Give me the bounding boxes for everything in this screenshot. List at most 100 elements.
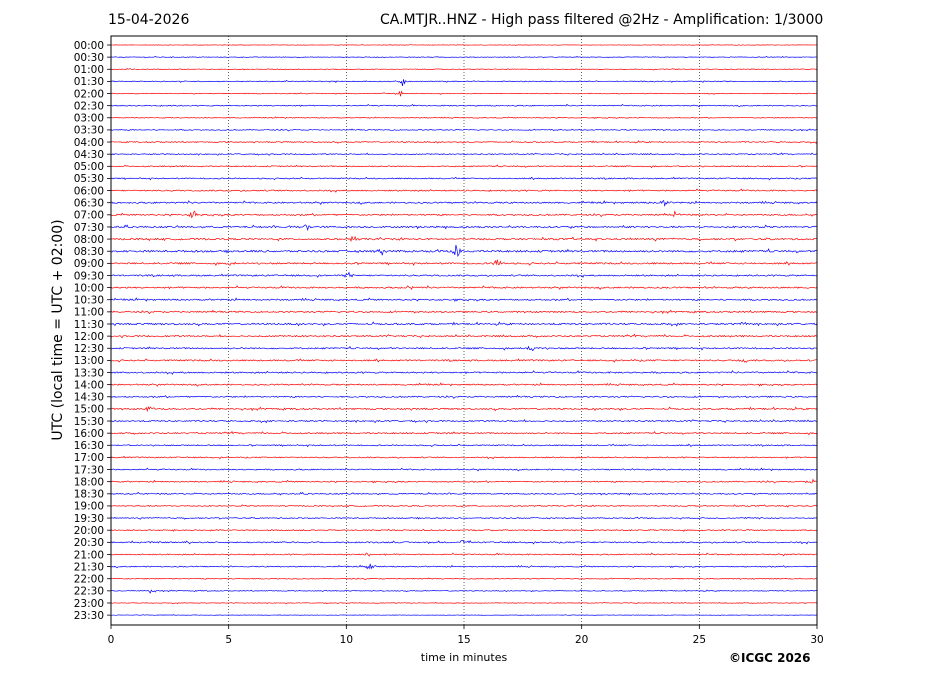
trace-1230 [110, 345, 818, 352]
y-tick-label: 13:00 [74, 355, 104, 367]
y-tick-label: 11:30 [74, 319, 104, 331]
y-tick-label: 18:30 [74, 489, 104, 501]
y-tick-label: 04:00 [74, 137, 104, 149]
trace-0900 [110, 259, 818, 267]
y-tick-label: 19:00 [74, 501, 104, 513]
y-tick-label: 09:30 [74, 270, 104, 282]
x-tick-label: 10 [340, 634, 353, 646]
x-tick-label: 5 [225, 634, 232, 646]
trace-0430 [110, 152, 818, 156]
grid-lines [228, 36, 700, 625]
y-tick-label: 20:30 [74, 537, 104, 549]
trace-1000 [110, 285, 818, 291]
x-tick-label: 0 [108, 634, 115, 646]
trace-1400 [110, 382, 818, 387]
y-tick-label: 19:30 [74, 513, 104, 525]
trace-0530 [110, 176, 818, 181]
trace-1300 [110, 358, 818, 363]
y-tick-label: 04:30 [74, 149, 104, 161]
y-tick-label: 17:30 [74, 464, 104, 476]
trace-1430 [110, 394, 818, 399]
y-tick-label: 06:30 [74, 197, 104, 209]
x-tick-label: 20 [575, 634, 588, 646]
trace-2030 [110, 540, 818, 545]
y-tick-label: 22:00 [74, 574, 104, 586]
x-tick-label: 30 [810, 634, 823, 646]
trace-0830 [110, 244, 818, 258]
y-tick-label: 00:30 [74, 52, 104, 64]
y-tick-label: 15:00 [74, 404, 104, 416]
y-tick-label: 22:30 [74, 586, 104, 598]
trace-0030 [110, 55, 818, 59]
trace-1700 [110, 455, 818, 460]
trace-2230 [110, 589, 818, 594]
trace-2300 [110, 602, 818, 605]
trace-2330 [110, 614, 818, 617]
y-tick-label: 12:00 [74, 331, 104, 343]
trace-1930 [110, 516, 818, 520]
y-tick-label: 07:30 [74, 222, 104, 234]
date-title: 15-04-2026 [108, 12, 190, 28]
y-tick-label: 05:00 [74, 161, 104, 173]
x-ticks: 0 5 10 15 20 25 30 [108, 625, 824, 646]
trace-0930 [110, 271, 818, 278]
trace-1530 [110, 419, 818, 424]
y-tick-label: 01:00 [74, 64, 104, 76]
x-tick-label: 15 [457, 634, 470, 646]
trace-1500 [110, 406, 818, 413]
trace-1100 [110, 309, 818, 315]
y-tick-label: 13:30 [74, 367, 104, 379]
trace-0330 [110, 128, 818, 132]
trace-0200 [110, 90, 818, 97]
trace-0300 [110, 116, 818, 119]
y-tick-label: 21:00 [74, 549, 104, 561]
trace-1730 [110, 467, 818, 472]
y-tick-label: 07:00 [74, 210, 104, 222]
y-tick-label: 11:00 [74, 307, 104, 319]
trace-0130 [110, 79, 817, 87]
y-tick-label: 10:30 [74, 295, 104, 307]
x-axis-label: time in minutes [420, 651, 508, 664]
y-tick-label: 23:00 [74, 598, 104, 610]
trace-2100 [110, 552, 818, 557]
y-tick-label: 16:00 [74, 428, 104, 440]
y-tick-label: 06:00 [74, 185, 104, 197]
y-tick-label: 03:30 [74, 125, 104, 137]
y-tick-label: 01:30 [74, 76, 104, 88]
y-tick-label: 18:00 [74, 476, 104, 488]
trace-1630 [110, 443, 818, 448]
trace-0800 [110, 235, 818, 243]
trace-1330 [110, 370, 818, 375]
trace-2130 [110, 563, 818, 570]
station-title: CA.MTJR..HNZ - High pass filtered @2Hz -… [380, 12, 824, 28]
y-tick-label: 03:00 [74, 113, 104, 125]
y-tick-label: 08:30 [74, 246, 104, 258]
trace-0230 [110, 103, 818, 108]
y-tick-label: 14:30 [74, 392, 104, 404]
y-tick-label: 14:00 [74, 379, 104, 391]
y-tick-label: 02:30 [74, 100, 104, 112]
y-tick-label: 09:00 [74, 258, 104, 270]
y-ticks: 00:0000:3001:0001:3002:0002:3003:0003:30… [74, 40, 111, 622]
y-tick-label: 10:00 [74, 282, 104, 294]
trace-2200 [110, 577, 818, 581]
trace-1030 [110, 297, 818, 302]
trace-0400 [110, 140, 818, 144]
trace-0700 [110, 210, 818, 219]
y-tick-label: 17:00 [74, 452, 104, 464]
y-tick-label: 20:00 [74, 525, 104, 537]
trace-1900 [110, 504, 818, 508]
trace-1800 [110, 478, 818, 484]
trace-0630 [110, 199, 818, 208]
trace-1200 [110, 333, 818, 339]
y-tick-label: 12:30 [74, 343, 104, 355]
y-tick-label: 00:00 [74, 40, 104, 52]
copyright-label: ©ICGC 2026 [729, 651, 811, 665]
trace-0500 [110, 164, 818, 169]
trace-0100 [110, 68, 818, 71]
trace-1600 [110, 430, 818, 436]
y-tick-label: 15:30 [74, 416, 104, 428]
trace-1130 [110, 321, 818, 327]
y-tick-label: 02:00 [74, 88, 104, 100]
